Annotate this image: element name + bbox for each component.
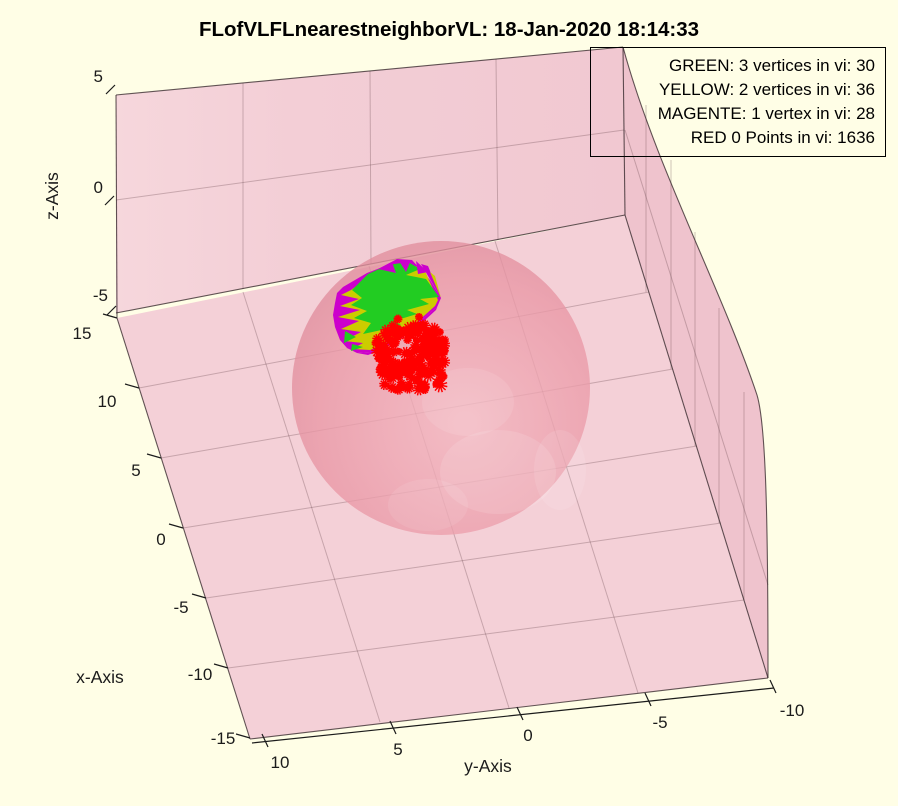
y-tick-label: 5 [393,740,402,759]
x-tick-label: -5 [173,598,188,617]
y-axis-ruler [251,687,775,744]
z-tick-labels: 5 0 -5 [93,67,108,305]
x-tick-label: -10 [188,665,213,684]
x-axis-label: x-Axis [76,667,124,687]
z-axis-label: z-Axis [42,172,62,220]
y-tick-label: 0 [523,726,532,745]
x-tick-label: 10 [98,392,117,411]
patch-magenta-tooth [399,260,411,272]
patch-magenta-tooth [378,262,396,273]
fan-patch [333,259,441,355]
figure-title: FLofVLFLnearestneighborVL: 18-Jan-2020 1… [198,18,700,41]
y-tick-labels: 10 5 0 -5 -10 [271,701,805,772]
x-tick-label: -15 [211,729,236,748]
right-wall [623,47,768,678]
x-tick-label: 0 [156,530,165,549]
red-asterisk-markers [371,312,451,396]
z-tick-label: -5 [93,286,108,305]
red-cluster [371,312,451,396]
x-tick-labels: 15 10 5 0 -5 -10 -15 [73,324,236,748]
axis-rulers [102,84,777,748]
z-tick-label: 5 [94,67,103,86]
patch-green-bit [351,344,363,351]
legend-entry-magenta: MAGENTE: 1 vertex in vi: 28 [657,104,875,123]
y-tick-label: 10 [271,753,290,772]
patch-yellow-stripe [430,272,441,298]
patch-magenta-stripe [421,264,441,298]
z-tick-label: 0 [94,178,103,197]
patch-green-bit [344,331,356,343]
legend-entry-green: GREEN: 3 vertices in vi: 30 [669,56,875,75]
y-tick-label: -5 [652,713,667,732]
legend-box[interactable]: GREEN: 3 vertices in vi: 30 YELLOW: 2 ve… [590,47,886,157]
x-tick-label: 15 [73,324,92,343]
legend-entry-red: RED 0 Points in vi: 1636 [690,128,875,147]
back-wall [116,47,625,313]
x-tick-label: 5 [131,461,140,480]
y-axis-label: y-Axis [464,756,512,776]
patch-green-core [351,262,439,334]
y-tick-label: -10 [780,701,805,720]
legend-entry-yellow: YELLOW: 2 vertices in vi: 36 [658,80,875,99]
